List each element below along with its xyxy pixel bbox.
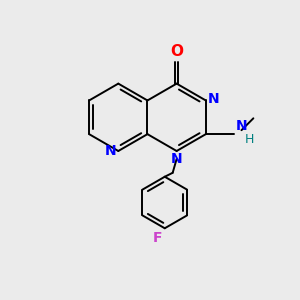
Text: N: N	[208, 92, 219, 106]
Text: O: O	[170, 44, 183, 59]
Text: H: H	[244, 133, 254, 146]
Text: F: F	[152, 231, 162, 245]
Text: N: N	[236, 119, 247, 133]
Text: N: N	[171, 152, 182, 166]
Text: N: N	[105, 144, 116, 158]
